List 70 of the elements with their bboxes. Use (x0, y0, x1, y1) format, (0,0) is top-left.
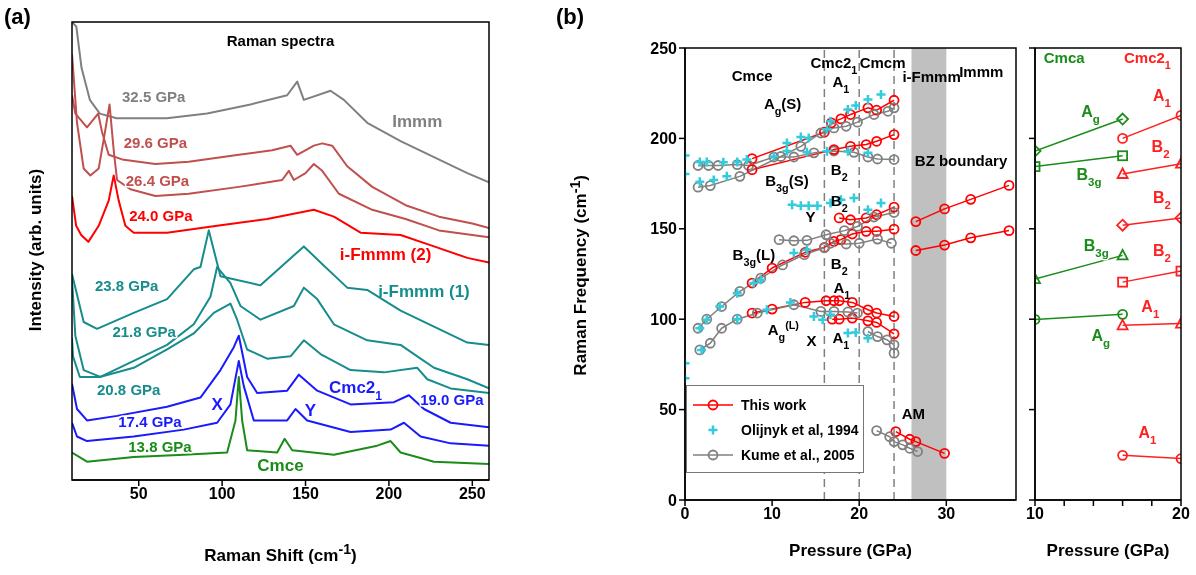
series-label: 19.0 GPa (420, 391, 485, 409)
annotation: Cmcm (859, 53, 906, 71)
series-label: A$_{g}$ (1091, 326, 1110, 349)
annotation: Immm (392, 112, 443, 132)
annotation: A$_{1}$ (832, 329, 850, 352)
series-label: 26.4 GPa (125, 171, 190, 189)
series-label: B$_{3g}$ (1076, 165, 1102, 188)
series-label: B$_{2}$ (1153, 189, 1171, 212)
legend-label: Olijnyk et al, 1994 (741, 421, 859, 438)
annotation: Y (304, 400, 317, 420)
series-label: 23.8 GPa (94, 276, 159, 294)
annotation: Y (805, 207, 816, 225)
annotation: Cmc2$_{1}$ (329, 377, 383, 403)
annotation: B$_{2}$ (830, 160, 848, 183)
x-tick-label: 50 (129, 485, 148, 503)
x-tick-label: 20 (850, 505, 869, 523)
y-tick-label: 100 (650, 310, 678, 328)
annotation: A$_{g}$(S) (763, 94, 802, 117)
series-label: 13.8 GPa (128, 437, 193, 455)
annotation: A$_{1}$ (833, 278, 851, 301)
x-tick-label: 100 (208, 485, 236, 503)
annotation: B$_{3g}$(L) (732, 245, 776, 268)
series-label: 21.8 GPa (112, 322, 177, 340)
annotation: Cmce (731, 67, 773, 85)
x-tick-label: 10 (763, 505, 782, 523)
legend-label: This work (741, 396, 807, 413)
x-tick-label: 150 (292, 485, 319, 503)
annotation: Cmca (1043, 48, 1086, 66)
series-label: 20.8 GPa (97, 380, 162, 398)
x-axis-title: Raman Shift (cm$^{-1}$) (203, 541, 358, 566)
x-tick-label: 200 (375, 485, 403, 503)
annotation: BZ boundary (914, 152, 1008, 170)
annotation: X (806, 332, 817, 350)
y-axis-title: Intensity (arb. units) (26, 167, 46, 334)
annotation: B$_{3g}$(S) (765, 172, 809, 195)
annotation: i-Fmmm (1) (378, 281, 470, 301)
y-tick-label: 150 (650, 220, 678, 238)
series-label: B$_{3g}$ (1083, 236, 1109, 259)
series-label: A$_{1}$ (1153, 86, 1172, 109)
series-label: A$_{1}$ (1141, 297, 1160, 320)
series-label: 17.4 GPa (118, 412, 183, 430)
annotation: X (211, 394, 224, 414)
legend-label: Kume et al., 2005 (741, 446, 855, 463)
annotation: B$_{2}$ (830, 255, 848, 278)
y-tick-label: 50 (659, 401, 678, 419)
x-tick-label: 250 (458, 485, 486, 503)
x-tick-label: 30 (937, 505, 956, 523)
x-tick-label: 20 (1172, 505, 1190, 523)
x-tick-label: 10 (1026, 505, 1044, 523)
x-axis-title: Pressure (GPa) (788, 541, 913, 561)
series-label: 32.5 GPa (122, 87, 187, 105)
annotation: i-Fmmm (2) (339, 245, 432, 265)
series-label: 29.6 GPa (123, 134, 188, 152)
series-label: 24.0 GPa (129, 207, 194, 225)
text: (a) (4, 4, 31, 29)
annotation: Cmc2$_{1}$ (1123, 48, 1171, 71)
series-label: B$_{2}$ (1153, 242, 1171, 265)
series-label: B$_{2}$ (1151, 137, 1170, 160)
y-tick-label: 250 (650, 39, 678, 57)
annotation: Immm (959, 62, 1004, 80)
x-axis-title: Pressure (GPa) (1045, 541, 1171, 561)
annotation: i-Fmmm (902, 68, 961, 86)
series-label: A$_{g}$ (1081, 103, 1100, 126)
y-tick-label: 200 (650, 130, 678, 148)
x-tick-label: 0 (680, 505, 690, 523)
series-label: A$_{1}$ (1138, 423, 1157, 446)
text: (b) (556, 4, 585, 29)
annotation: Cmce (257, 455, 304, 475)
annotation: AM (901, 405, 926, 423)
text: Raman spectra (226, 32, 335, 49)
